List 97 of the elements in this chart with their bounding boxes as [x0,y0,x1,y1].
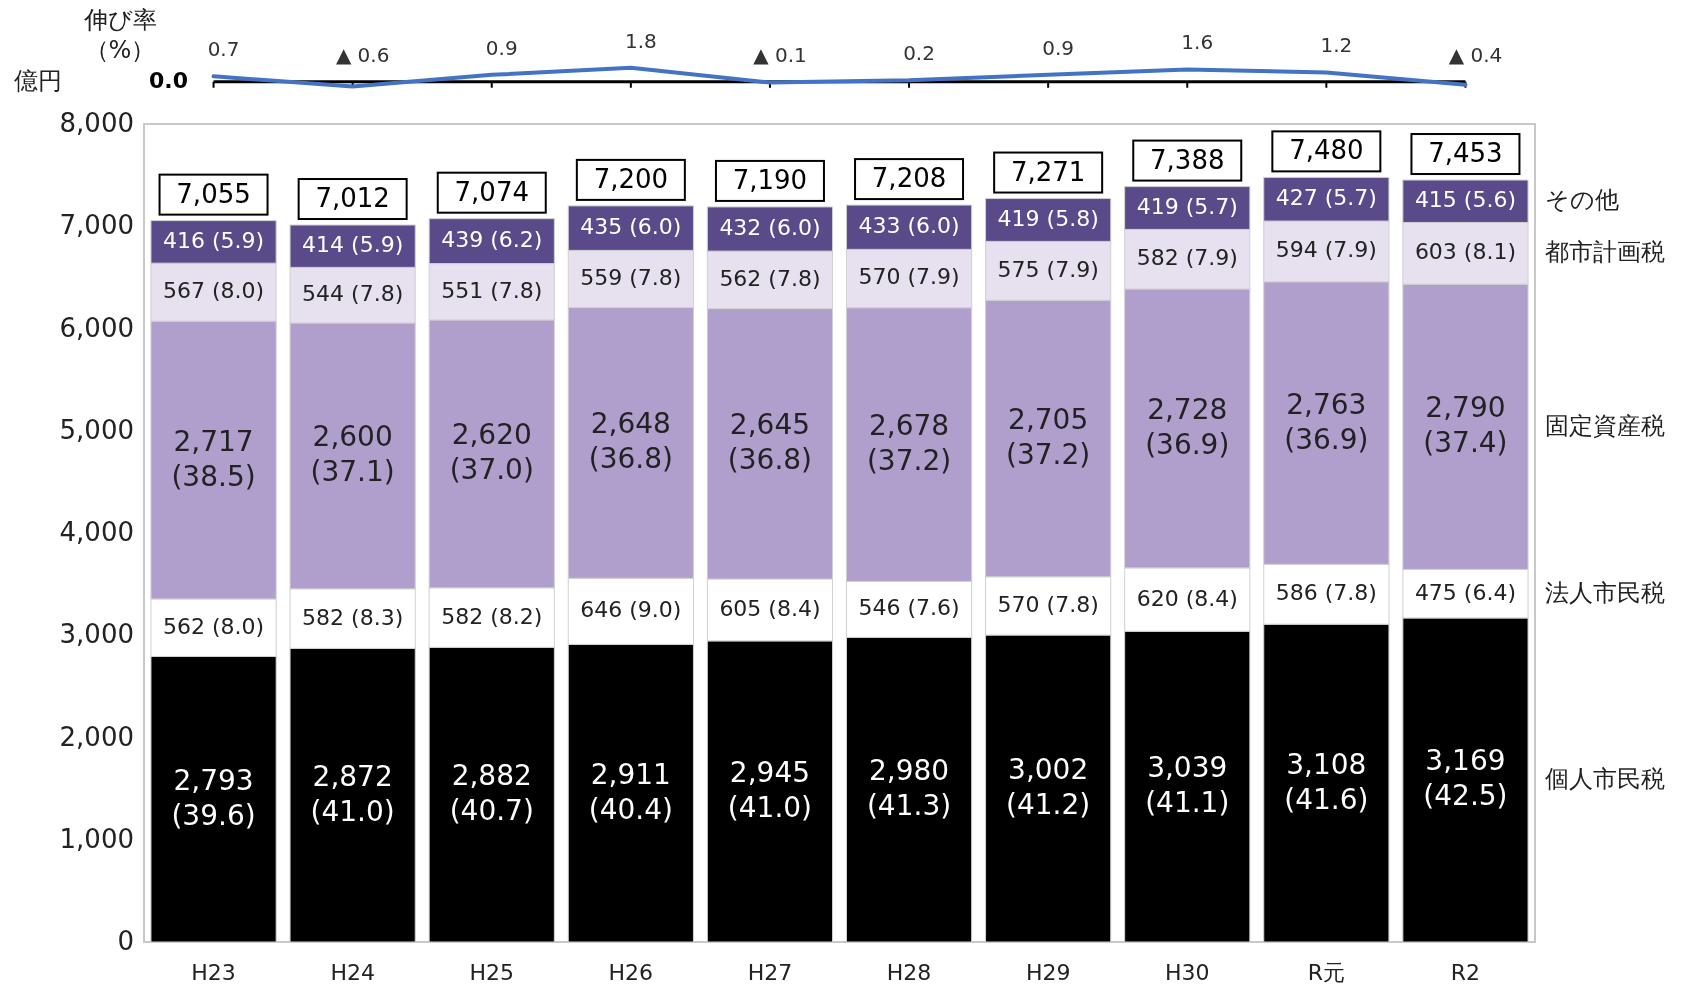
x-tick-label: H30 [1164,960,1210,985]
data-label: 419 (5.8) [997,205,1099,231]
data-label: 435 (6.0) [580,214,682,240]
data-label: 2,882 (40.7) [449,759,534,828]
data-label: 2,600 (37.1) [310,420,395,489]
series-label: 法人市民税 [1545,578,1665,607]
y-tick-label: 0 [117,925,134,956]
data-label: 3,108 (41.6) [1284,747,1369,816]
data-label: 415 (5.6) [1414,187,1517,213]
annotation: 1.6 [1181,29,1214,54]
data-label: 559 (7.8) [580,264,682,290]
data-label: 416 (5.9) [162,227,265,253]
data-label: 2,728 (36.9) [1145,392,1230,461]
data-label: 582 (8.2) [441,603,543,629]
x-tick-label: H26 [608,960,654,985]
annotation: 0.2 [903,40,935,65]
y-tick-label: 2,000 [59,721,134,751]
data-label: 605 (8.4) [719,595,821,621]
data-label: 562 (8.0) [162,613,265,639]
x-tick-label: R元 [1307,960,1345,985]
data-label: 575 (7.9) [997,256,1099,282]
data-label: 567 (8.0) [162,278,265,304]
data-label: 562 (7.8) [719,265,821,291]
data-label: 2,872 (41.0) [310,759,395,828]
annotation: ▲ 0.4 [1448,42,1503,67]
data-label: 2,793 (39.6) [171,763,256,832]
total-label: 7,480 [1289,134,1364,165]
total-label: 7,388 [1150,144,1225,175]
y-tick-label: 8,000 [59,107,134,138]
data-label: 2,620 (37.0) [449,418,534,487]
data-label: 2,980 (41.3) [866,754,952,823]
data-label: 2,645 (36.8) [727,408,813,477]
data-label: 586 (7.8) [1275,580,1377,606]
data-label: 544 (7.8) [302,281,404,307]
data-label: 475 (6.4) [1414,579,1517,605]
text: 0.0 [149,67,188,93]
x-tick-label: H25 [469,960,515,985]
total-label: 7,208 [871,162,947,193]
total-label: 7,074 [454,176,529,207]
x-tick-label: H23 [191,960,236,985]
total-label: 7,200 [593,163,669,194]
x-tick-label: R2 [1450,960,1481,985]
series-label: その他 [1545,186,1619,215]
x-tick-label: H27 [747,960,793,985]
y-tick-label: 1,000 [59,823,134,854]
data-label: 570 (7.9) [858,264,960,290]
total-label: 7,012 [315,182,390,213]
x-tick-label: H28 [886,960,932,985]
data-label: 3,002 (41.2) [1006,753,1091,822]
x-tick-label: H29 [1025,960,1071,985]
x-tick-label: H24 [330,960,375,985]
total-label: 7,055 [176,178,251,209]
data-label: 582 (7.9) [1136,245,1238,271]
data-label: 2,648 (36.8) [588,407,673,476]
data-label: 432 (6.0) [719,215,821,241]
series-label: 固定資産税 [1545,411,1665,440]
y-tick-label: 3,000 [59,618,134,649]
data-label: 570 (7.8) [997,591,1099,617]
data-label: 433 (6.0) [858,213,960,239]
data-label: 2,678 (37.2) [866,409,952,478]
data-label: 546 (7.6) [858,595,960,621]
data-label: 2,911 (40.4) [588,757,673,826]
data-label: 439 (6.2) [441,227,543,253]
y-tick-label: 6,000 [59,312,134,342]
annotation: 1.8 [624,28,657,53]
total-label: 7,271 [1010,156,1086,187]
data-label: 2,790 (37.4) [1423,391,1508,460]
annotation: ▲ 0.1 [753,42,807,67]
series-label: 都市計画税 [1545,238,1665,267]
y-tick-label: 5,000 [59,414,134,445]
annotation: 0.9 [485,35,518,60]
annotation: ▲ 0.6 [335,42,390,67]
data-label: 551 (7.8) [441,277,543,303]
data-label: 582 (8.3) [302,604,404,630]
data-label: 414 (5.9) [302,232,404,258]
data-label: 646 (9.0) [580,597,682,623]
annotation: 1.2 [1320,32,1353,57]
data-label: 594 (7.9) [1275,237,1377,263]
data-label: 2,763 (36.9) [1284,387,1369,456]
data-label: 2,705 (37.2) [1006,402,1091,471]
data-label: 603 (8.1) [1414,239,1517,265]
y-axis-title: 伸び率（%） [82,6,157,64]
data-label: 2,717 (38.5) [171,424,256,493]
y-axis-title: 億円 [14,67,62,95]
annotation: 0.9 [1042,35,1075,60]
total-label: 7,190 [732,164,808,195]
data-label: 419 (5.7) [1136,194,1238,219]
data-label: 620 (8.4) [1136,585,1238,611]
annotation: 0.7 [207,36,240,61]
data-label: 2,945 (41.0) [727,755,813,824]
y-tick-label: 7,000 [59,209,134,240]
y-tick-label: 4,000 [59,516,134,547]
total-label: 7,453 [1428,137,1503,168]
data-label: 3,039 (41.1) [1145,751,1230,820]
data-label: 3,169 (42.5) [1423,744,1508,813]
series-label: 個人市民税 [1545,764,1665,793]
data-label: 427 (5.7) [1275,185,1377,211]
